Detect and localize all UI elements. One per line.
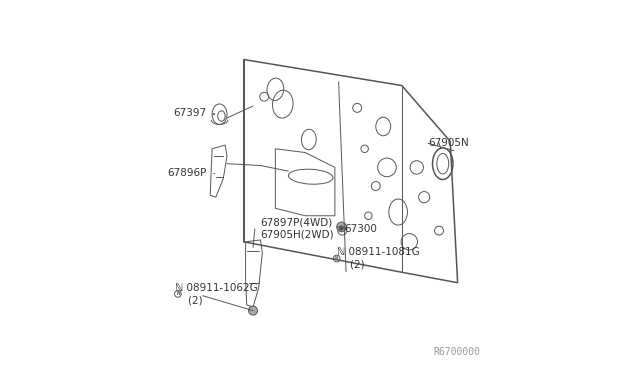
Text: N: N	[176, 291, 180, 296]
Text: 67905N: 67905N	[428, 138, 468, 148]
Text: 67896P: 67896P	[167, 168, 207, 178]
Text: N: N	[335, 256, 339, 261]
Circle shape	[337, 222, 346, 232]
Text: R6700000: R6700000	[433, 347, 480, 357]
Text: ℕ 08911-1081G
    (2): ℕ 08911-1081G (2)	[337, 247, 419, 270]
Text: 67397: 67397	[173, 109, 207, 118]
Circle shape	[248, 306, 257, 315]
Text: ℕ 08911-1062G
    (2): ℕ 08911-1062G (2)	[175, 283, 258, 305]
Text: 67897P(4WD)
67905H(2WD): 67897P(4WD) 67905H(2WD)	[260, 218, 334, 240]
Text: 67300: 67300	[344, 224, 377, 234]
Circle shape	[339, 226, 344, 230]
